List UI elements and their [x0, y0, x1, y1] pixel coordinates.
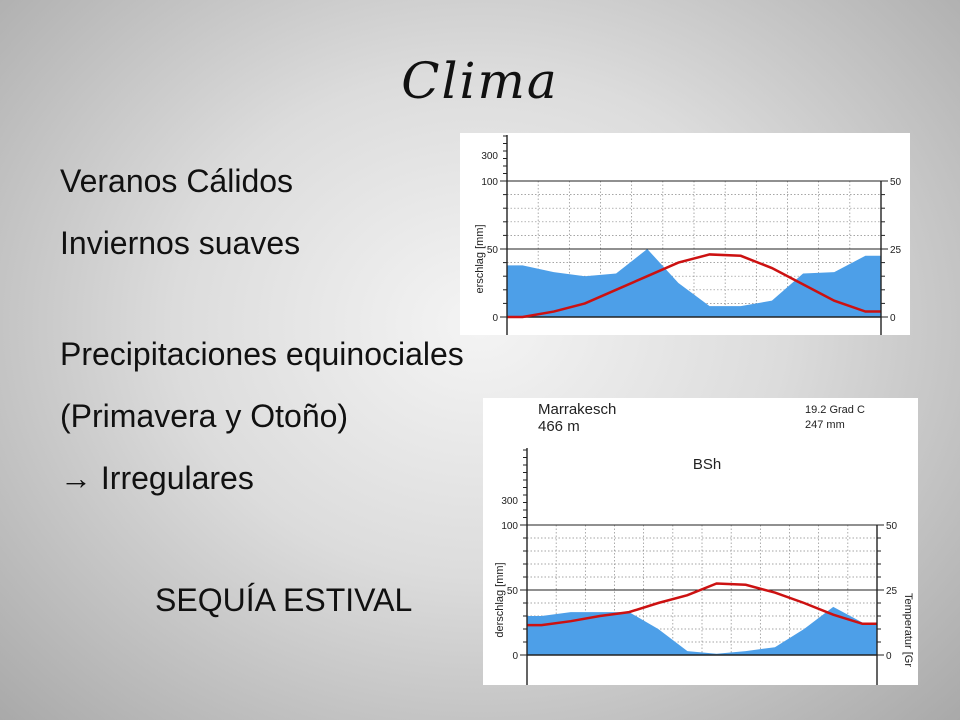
text-summer: Veranos Cálidos — [60, 163, 294, 199]
precip-tick-label: 0 — [492, 313, 498, 324]
text-seasons: (Primavera y Otoño) — [60, 398, 349, 434]
precip-tick-label: 0 — [512, 651, 518, 662]
precip-tick-label: 300 — [481, 151, 498, 162]
precip-tick-label: 50 — [487, 245, 499, 256]
precip-tick-label: 50 — [507, 586, 519, 597]
temp-tick-label: 50 — [890, 177, 902, 188]
text-winter: Inviernos suaves — [60, 225, 301, 261]
text-precipitation: Precipitaciones equinociales — [60, 336, 464, 372]
precip-tick-label: 300 — [501, 496, 518, 507]
temp-tick-label: 25 — [886, 586, 898, 597]
mean-temperature: 19.2 Grad C — [805, 404, 865, 416]
temp-axis-label: Temperatur [Gr — [902, 593, 914, 667]
precip-tick-label: 100 — [501, 521, 518, 532]
temp-tick-label: 0 — [886, 651, 892, 662]
temp-tick-label: 25 — [890, 245, 902, 256]
station-name: Marrakesch — [538, 401, 616, 418]
precip-tick-label: 100 — [481, 177, 498, 188]
temp-tick-label: 50 — [886, 521, 898, 532]
precip-axis-label: erschlag [mm] — [474, 224, 486, 293]
slide-title: Clima — [401, 52, 559, 110]
temperature-line — [527, 582, 877, 627]
text-irregular: → Irregulares — [60, 460, 254, 496]
station-elevation: 466 m — [538, 418, 580, 435]
climate-class: BSh — [693, 456, 721, 473]
precip-axis-label: derschlag [mm] — [494, 562, 506, 637]
climate-chart-top: 300 100 50 0 50 25 0 erschlag [mm] — [460, 133, 910, 335]
precipitation-area — [507, 249, 881, 317]
temp-tick-label: 0 — [890, 313, 896, 324]
precipitation-area — [527, 606, 877, 655]
climate-chart-marrakesch: 300 100 50 0 50 25 0 derschlag [mm] Temperatur [… — [483, 398, 918, 685]
temperature-line — [507, 253, 881, 319]
annual-precipitation: 247 mm — [805, 419, 845, 431]
text-drought: SEQUÍA ESTIVAL — [155, 582, 413, 618]
